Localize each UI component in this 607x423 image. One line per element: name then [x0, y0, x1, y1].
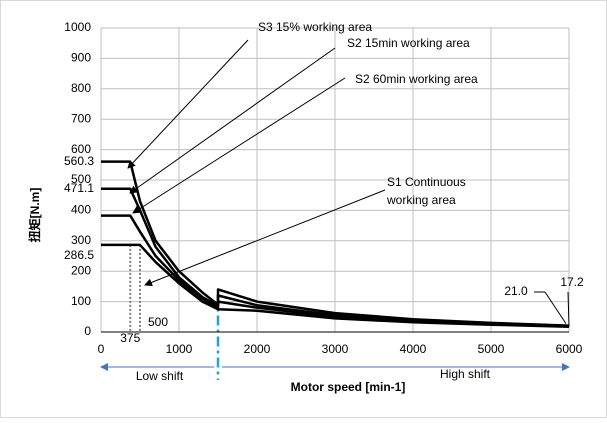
- y-tick-label: 0: [84, 324, 91, 338]
- leader-line: [129, 47, 336, 194]
- leader-line: [567, 291, 570, 327]
- y-tick-label: 400: [71, 203, 91, 217]
- y-tick-label: 700: [71, 111, 91, 125]
- x-tick-label: 4000: [400, 342, 427, 356]
- end-label: 17.2: [560, 275, 584, 289]
- y-tick-label: 300: [71, 233, 91, 247]
- shift-label: Low shift: [136, 369, 184, 383]
- curve-label: S1 Continuous: [387, 175, 466, 189]
- torque-curve: [101, 243, 570, 329]
- curve-label: working area: [386, 193, 456, 207]
- x-tick-label: 3000: [322, 342, 349, 356]
- y-tick-label: 200: [71, 263, 91, 277]
- leader-line: [127, 39, 249, 169]
- y-tick-label: 800: [71, 81, 91, 95]
- leader-line: [132, 77, 346, 214]
- x-tick-label: 2000: [244, 342, 271, 356]
- y-tick-label: 100: [71, 294, 91, 308]
- y-tick-label: 600: [71, 142, 91, 156]
- x-tick-label: 6000: [556, 342, 583, 356]
- x-tick-label: 0: [98, 342, 105, 356]
- curve-label: S2 15min working area: [347, 36, 470, 50]
- end-label: 21.0: [504, 284, 528, 298]
- x-tick-label: 5000: [478, 342, 505, 356]
- x-axis-label: Motor speed [min-1]: [291, 380, 406, 394]
- leader-line: [144, 189, 386, 287]
- y-tick-label: 500: [71, 172, 91, 186]
- leader-line: [544, 291, 567, 324]
- level-label: 286.5: [64, 248, 94, 262]
- shift-label: High shift: [440, 367, 491, 381]
- y-tick-label: 900: [71, 51, 91, 65]
- y-tick-label: 1000: [64, 20, 91, 34]
- x-tick-label: 1000: [166, 342, 193, 356]
- curve-label: S2 60min working area: [355, 72, 478, 86]
- curve-label: S3 15% working area: [258, 20, 372, 34]
- speed-label: 375: [120, 331, 140, 345]
- level-label: 560.3: [64, 154, 94, 168]
- y-axis-label: 扭矩[N.m]: [27, 188, 42, 243]
- speed-label: 500: [148, 315, 168, 329]
- level-label: 471.1: [64, 181, 94, 195]
